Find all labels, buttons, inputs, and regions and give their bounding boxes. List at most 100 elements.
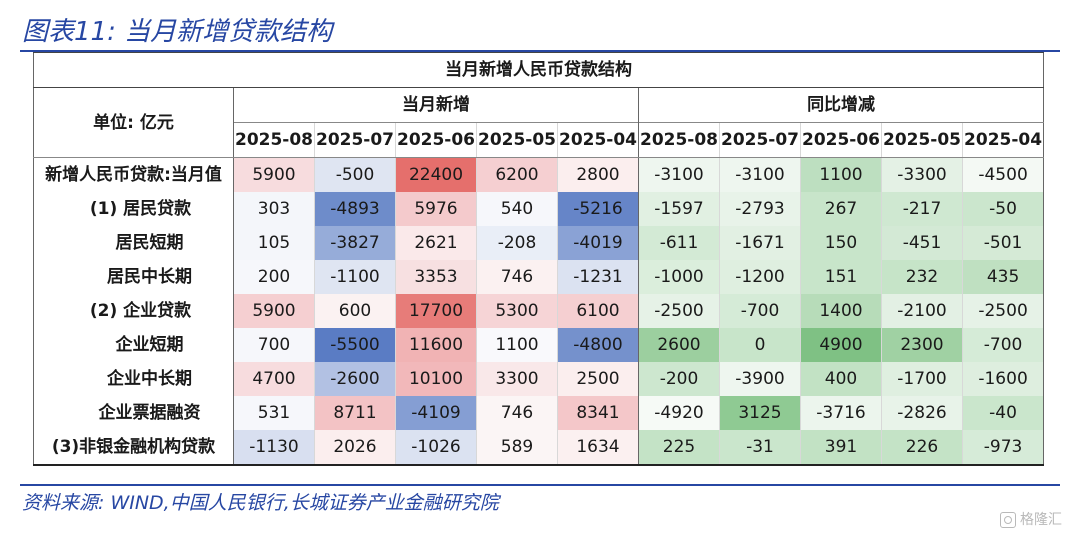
table-row: 居民中长期 200 -1100 3353 746 -1231 -1000 -1200 151 23…: [34, 260, 1044, 294]
yoy-change-cell: -3300: [881, 157, 963, 192]
monthly-value-cell: 531: [233, 396, 315, 430]
row-label: 新增人民币贷款:当月值: [45, 165, 222, 185]
table-row: 居民短期 105 -3827 2621 -208 -4019 -611 -1671 150 -45…: [34, 226, 1044, 260]
group-header-yoy: 同比增减: [637, 87, 1044, 123]
yoy-change-cell: 0: [719, 328, 801, 362]
monthly-value-cell: 3300: [476, 362, 558, 396]
row-label: (2) 企业贷款: [89, 301, 192, 321]
yoy-change-cell: -611: [638, 226, 720, 260]
loan-structure-table: 当月新增人民币贷款结构 单位: 亿元 当月新增 同比增减 2025-08 202…: [33, 52, 1045, 466]
table-row: (2) 企业贷款 5900 600 17700 5300 6100 -2500 -700 140…: [34, 294, 1044, 328]
yoy-change-cell: 435: [961, 260, 1044, 294]
yoy-change-cell: 151: [800, 260, 882, 294]
watermark-logo-icon: [1000, 512, 1016, 528]
month-header: 2025-04: [557, 122, 639, 158]
row-label: (1) 居民贷款: [89, 199, 192, 219]
yoy-change-cell: -2500: [638, 294, 720, 328]
monthly-value-cell: -4109: [395, 396, 477, 430]
table-title: 当月新增人民币贷款结构: [33, 52, 1044, 88]
monthly-value-cell: -3827: [314, 226, 396, 260]
monthly-value-cell: 700: [233, 328, 315, 362]
yoy-change-cell: -2500: [961, 294, 1044, 328]
yoy-change-cell: -3716: [800, 396, 882, 430]
yoy-change-cell: -217: [881, 192, 963, 226]
yoy-change-cell: -700: [719, 294, 801, 328]
monthly-value-cell: 540: [476, 192, 558, 226]
month-header: 2025-07: [314, 122, 396, 158]
monthly-value-cell: -4800: [557, 328, 639, 362]
monthly-value-cell: -1231: [557, 260, 639, 294]
month-header: 2025-04: [961, 122, 1044, 158]
yoy-change-cell: 391: [800, 430, 882, 466]
source-rule: [20, 484, 1060, 486]
monthly-value-cell: 2800: [557, 157, 639, 192]
yoy-change-cell: -3100: [638, 157, 720, 192]
monthly-value-cell: 5900: [233, 157, 315, 192]
month-header: 2025-06: [800, 122, 882, 158]
month-header: 2025-06: [395, 122, 477, 158]
monthly-value-cell: 10100: [395, 362, 477, 396]
table-row: 企业中长期 4700 -2600 10100 3300 2500 -200 -3900 400-…: [34, 362, 1044, 396]
yoy-change-cell: -973: [961, 430, 1044, 466]
yoy-change-cell: -200: [638, 362, 720, 396]
monthly-value-cell: 11600: [395, 328, 477, 362]
month-header: 2025-07: [719, 122, 801, 158]
monthly-value-cell: 1100: [476, 328, 558, 362]
title-rule: [20, 50, 1060, 52]
month-header-row: 2025-08 2025-07 2025-06 2025-05 2025-04 …: [34, 122, 1044, 158]
yoy-change-cell: -4920: [638, 396, 720, 430]
watermark-text: 格隆汇: [1020, 512, 1062, 528]
table-body: 新增人民币贷款:当月值 5900 -500 22400 6200 2800 -3100 -31…: [33, 157, 1044, 466]
yoy-change-cell: -501: [961, 226, 1044, 260]
yoy-change-cell: 2600: [638, 328, 720, 362]
yoy-change-cell: -1000: [638, 260, 720, 294]
yoy-change-cell: 400: [800, 362, 882, 396]
monthly-value-cell: 2500: [557, 362, 639, 396]
yoy-change-cell: -700: [961, 328, 1044, 362]
unit-label: 单位: 亿元: [33, 87, 234, 158]
yoy-change-cell: 225: [638, 430, 720, 466]
table-row: 企业票据融资 531 8711 -4109 746 8341 -4920 3125 -3716-…: [34, 396, 1044, 430]
monthly-value-cell: 2026: [314, 430, 396, 466]
yoy-change-cell: -3100: [719, 157, 801, 192]
monthly-value-cell: -5500: [314, 328, 396, 362]
yoy-change-cell: -2100: [881, 294, 963, 328]
monthly-value-cell: -4893: [314, 192, 396, 226]
row-label: 居民中长期: [107, 267, 192, 287]
yoy-change-cell: 3125: [719, 396, 801, 430]
yoy-change-cell: -50: [961, 192, 1044, 226]
monthly-value-cell: 105: [233, 226, 315, 260]
row-label: (3)非银金融机构贷款: [33, 430, 234, 466]
yoy-change-cell: -1671: [719, 226, 801, 260]
monthly-value-cell: 303: [233, 192, 315, 226]
row-label: 居民短期: [115, 233, 184, 253]
watermark: 格隆汇: [1000, 510, 1062, 530]
yoy-change-cell: -1200: [719, 260, 801, 294]
group-header-row: 单位: 亿元 当月新增 同比增减: [33, 87, 1044, 158]
monthly-value-cell: 2621: [395, 226, 477, 260]
row-label: 企业票据融资: [98, 403, 201, 423]
monthly-value-cell: -5216: [557, 192, 639, 226]
table-title-row: 当月新增人民币贷款结构: [33, 52, 1044, 88]
yoy-change-cell: -31: [719, 430, 801, 466]
yoy-change-cell: -451: [881, 226, 963, 260]
yoy-change-cell: 226: [881, 430, 963, 466]
figure-title: 图表11: 当月新增贷款结构: [22, 17, 333, 47]
monthly-value-cell: 5900: [233, 294, 315, 328]
yoy-change-cell: -3900: [719, 362, 801, 396]
row-label: 企业短期: [115, 335, 184, 355]
monthly-value-cell: 746: [476, 396, 558, 430]
monthly-value-cell: 5300: [476, 294, 558, 328]
monthly-value-cell: -1130: [233, 430, 315, 466]
table-row: (1) 居民贷款 303 -4893 5976 540 -5216 -1597 -2793 26…: [34, 192, 1044, 226]
group-header-monthly: 当月新增: [233, 87, 639, 123]
monthly-value-cell: 8711: [314, 396, 396, 430]
monthly-value-cell: -208: [476, 226, 558, 260]
table-row: 新增人民币贷款:当月值 5900 -500 22400 6200 2800 -3100 -31…: [34, 157, 1044, 192]
yoy-change-cell: -2826: [881, 396, 963, 430]
yoy-change-cell: 1100: [800, 157, 882, 192]
monthly-value-cell: 8341: [557, 396, 639, 430]
yoy-change-cell: 2300: [881, 328, 963, 362]
yoy-change-cell: -1600: [961, 362, 1044, 396]
monthly-value-cell: 200: [233, 260, 315, 294]
